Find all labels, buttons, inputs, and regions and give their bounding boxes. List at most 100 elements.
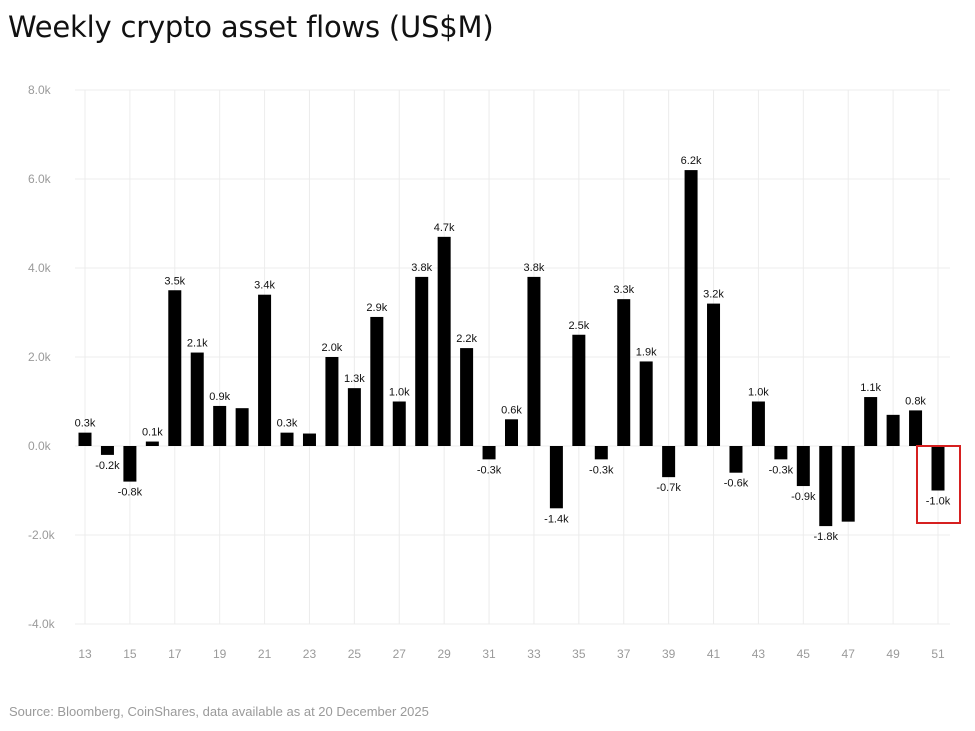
data-label: 0.1k: [142, 427, 163, 439]
x-tick-label: 27: [393, 647, 407, 661]
bar-41: [707, 303, 721, 446]
y-tick-label: 8.0k: [28, 83, 52, 97]
y-axis: 8.0k 6.0k 4.0k 2.0k 0.0k -2.0k -4.0k: [28, 83, 56, 631]
x-tick-label: 31: [482, 647, 496, 661]
data-label: -0.7k: [656, 482, 681, 494]
bars: [78, 170, 945, 527]
source-note: Source: Bloomberg, CoinShares, data avai…: [9, 704, 429, 719]
data-label: 1.0k: [389, 387, 410, 399]
x-axis: 13 15 17 19 21 23 25 27 29 31 33 35 37 39 41 43 45 47 49 51: [78, 647, 945, 661]
bar-14: [100, 446, 114, 455]
x-tick-label: 41: [707, 647, 721, 661]
bar-47: [841, 446, 855, 522]
x-tick-label: 51: [931, 647, 945, 661]
data-label: 0.3k: [75, 418, 96, 430]
x-tick-label: 19: [213, 647, 227, 661]
data-label: 3.5k: [164, 275, 185, 287]
x-tick-label: 13: [78, 647, 92, 661]
x-tick-label: 47: [842, 647, 856, 661]
bar-36: [594, 446, 608, 460]
data-label: -1.0k: [926, 496, 951, 508]
data-label: -0.8k: [118, 487, 143, 499]
x-tick-label: 39: [662, 647, 676, 661]
data-label: 3.2k: [703, 289, 724, 301]
x-tick-label: 49: [886, 647, 900, 661]
bar-42: [729, 446, 743, 473]
data-label: -0.9k: [791, 491, 816, 503]
x-tick-label: 35: [572, 647, 586, 661]
data-label: 3.4k: [254, 280, 275, 292]
data-label: 3.8k: [411, 262, 432, 274]
data-label: -0.3k: [769, 464, 794, 476]
bar-44: [774, 446, 788, 460]
bar-34: [549, 446, 563, 509]
x-tick-label: 43: [752, 647, 766, 661]
bar-20: [235, 408, 249, 446]
bar-32: [505, 419, 518, 446]
bar-46: [819, 446, 833, 527]
x-tick-label: 25: [348, 647, 362, 661]
data-label: 1.3k: [344, 373, 365, 385]
x-tick-label: 45: [797, 647, 811, 661]
bar-48: [864, 397, 878, 446]
bar-18: [190, 352, 204, 446]
data-label: 0.6k: [501, 404, 522, 416]
bar-49: [886, 414, 900, 446]
bar-51: [931, 446, 945, 491]
bar-40: [684, 170, 698, 446]
data-labels: 0.3k -0.2k -0.8k 0.1k 3.5k 2.1k 0.9k 3.4k 0.3k 2.…: [75, 155, 951, 543]
bar-39: [662, 446, 676, 478]
bar-16: [145, 441, 159, 446]
bar-38: [639, 361, 653, 446]
data-label: 1.0k: [748, 387, 769, 399]
data-label: 2.1k: [187, 338, 208, 350]
bar-22: [280, 432, 294, 446]
data-label: 6.2k: [681, 155, 702, 167]
data-label: 2.0k: [322, 342, 343, 354]
bar-24: [325, 357, 339, 446]
data-label: 1.9k: [636, 346, 657, 358]
data-label: -0.6k: [724, 478, 749, 490]
data-label: 0.3k: [277, 418, 298, 430]
bar-45: [796, 446, 810, 487]
data-label: 0.8k: [905, 395, 926, 407]
y-tick-label: 2.0k: [28, 350, 52, 364]
highlight: [916, 445, 961, 524]
data-label: 0.9k: [209, 391, 230, 403]
bar-19: [213, 405, 227, 446]
bar-15: [123, 446, 137, 482]
x-tick-label: 29: [437, 647, 451, 661]
bar-29: [437, 236, 451, 446]
bar-37: [617, 299, 631, 446]
bar-31: [482, 446, 496, 460]
data-label: -0.3k: [589, 464, 614, 476]
data-label: 3.8k: [524, 262, 545, 274]
bar-50: [909, 410, 923, 446]
y-tick-label: 0.0k: [28, 439, 52, 453]
data-label: 3.3k: [613, 284, 634, 296]
bar-17: [168, 290, 182, 446]
bar-27: [392, 401, 406, 446]
data-label: -0.3k: [477, 464, 502, 476]
bar-33: [527, 276, 541, 446]
y-tick-label: -4.0k: [28, 617, 56, 631]
x-tick-label: 15: [123, 647, 137, 661]
data-label: 2.2k: [456, 333, 477, 345]
data-label: -0.2k: [95, 460, 120, 472]
bar-26: [370, 316, 384, 446]
y-tick-label: -2.0k: [28, 528, 56, 542]
y-tick-label: 4.0k: [28, 261, 52, 275]
x-tick-label: 33: [527, 647, 541, 661]
data-label: -1.8k: [814, 531, 839, 543]
bar-13: [78, 432, 92, 446]
bar-28: [415, 276, 429, 446]
chart-title: Weekly crypto asset flows (US$M): [8, 10, 494, 44]
x-tick-label: 17: [168, 647, 182, 661]
bar-30: [460, 348, 474, 446]
bar-43: [751, 401, 765, 446]
bar-21: [258, 294, 272, 446]
data-label: 1.1k: [860, 382, 881, 394]
data-label: 2.9k: [366, 302, 387, 314]
highlight-box: [916, 445, 961, 524]
